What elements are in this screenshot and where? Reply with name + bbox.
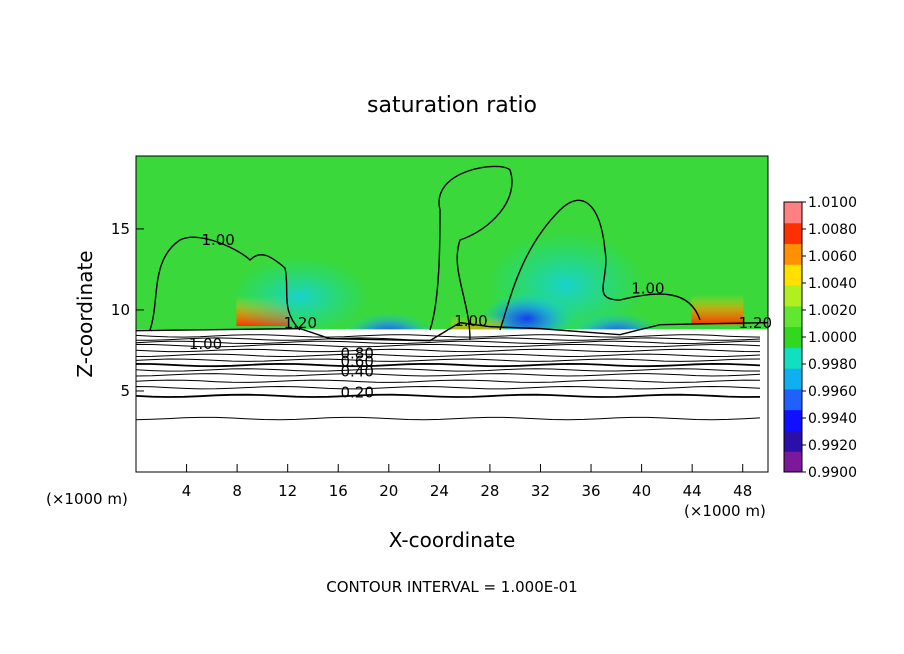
stratified-contour-6 <box>136 358 761 362</box>
contour-label-1: 1.20 <box>284 314 317 332</box>
colorbar-swatch-2 <box>784 409 802 431</box>
x-tick-label-3: 16 <box>329 482 348 500</box>
contour-label-7: 1.00 <box>201 231 234 249</box>
y-tick-label-2: 15 <box>111 220 130 238</box>
contour-1-00 <box>149 165 701 341</box>
stratified-contour-11 <box>136 385 761 390</box>
colorbar-label-6: 0.9980 <box>808 357 857 373</box>
x-tick-label-1: 8 <box>232 482 242 500</box>
x-tick-label-0: 4 <box>182 482 192 500</box>
y-axis-label: Z-coordinate <box>73 250 97 377</box>
stratified-contour-2 <box>136 340 761 345</box>
x-unit-right: (×1000 m) <box>684 502 766 520</box>
x-tick-label-4: 20 <box>379 482 398 500</box>
y-tick-label-0: 5 <box>120 382 130 400</box>
colorbar: 1.0100 1.0080 1.0060 1.0040 1.0020 1.0000 0.99… <box>783 195 857 481</box>
stratified-contour-10 <box>136 379 761 383</box>
moist-layer-boundary-contour <box>136 321 768 342</box>
colorbar-label-7: 0.9960 <box>808 384 857 400</box>
contour-label-9: 1.20 <box>739 314 772 332</box>
colorbar-swatch-5 <box>784 347 802 369</box>
contour-label-5: 0.20 <box>340 383 373 401</box>
stratified-contour-13 <box>136 416 761 421</box>
colorbar-swatch-6 <box>784 326 802 348</box>
colorbar-swatch-12 <box>784 202 802 224</box>
colorbar-swatch-11 <box>784 222 802 245</box>
y-axis-ticks: 5 10 15 <box>111 220 144 400</box>
contour-label-2: 0.80 <box>340 345 373 363</box>
x-tick-label-5: 24 <box>430 482 449 500</box>
stratified-contour-9 <box>136 373 761 377</box>
colorbar-swatch-10 <box>784 243 802 265</box>
colorbar-label-10: 0.9900 <box>808 465 857 481</box>
dry-region <box>136 329 768 472</box>
x-tick-label-11: 48 <box>733 482 752 500</box>
stratified-contour-12 <box>136 393 761 398</box>
stratified-contour-4 <box>136 348 761 353</box>
contour-label-3: 0.60 <box>340 353 373 371</box>
chart-title: saturation ratio <box>367 93 537 118</box>
colorbar-label-8: 0.9940 <box>808 411 857 427</box>
colorbar-label-5: 1.0000 <box>808 330 857 346</box>
contour-label-0: 1.00 <box>189 335 222 353</box>
colorbar-label-1: 1.0080 <box>808 222 857 238</box>
x-tick-label-2: 12 <box>278 482 297 500</box>
colorbar-label-4: 1.0020 <box>808 303 857 319</box>
colorbar-label-3: 1.0040 <box>808 276 857 292</box>
x-axis-ticks: 4 8 12 16 20 24 28 32 36 40 44 48 <box>182 464 752 500</box>
stratified-contour-1 <box>136 337 761 341</box>
stratified-contour-8 <box>136 368 760 372</box>
colorbar-swatch-9 <box>784 264 802 286</box>
colorbar-swatch-4 <box>784 368 802 390</box>
x-tick-label-6: 28 <box>480 482 499 500</box>
x-axis-label: X-coordinate <box>389 528 516 552</box>
plot-frame <box>135 155 769 473</box>
contour-lines <box>136 165 768 421</box>
cyan-region-right <box>485 230 646 341</box>
contour-label-4: 0.40 <box>340 362 373 380</box>
colorbar-swatch-1 <box>784 430 802 452</box>
contour-label-6: 1.00 <box>454 312 487 330</box>
x-tick-label-9: 40 <box>632 482 651 500</box>
cyan-region-left <box>230 256 371 337</box>
colorbar-label-2: 1.0060 <box>808 249 857 265</box>
stratified-contour-5 <box>136 353 761 358</box>
x-tick-label-8: 36 <box>581 482 600 500</box>
field-layer <box>136 156 768 472</box>
colorbar-swatch-3 <box>784 388 802 411</box>
contour-labels: 1.00 1.20 0.800.600.40 0.20 1.00 1.00 1.00 1.20 <box>189 231 772 401</box>
colorbar-label-9: 0.9920 <box>808 438 857 454</box>
contour-label-8: 1.00 <box>631 280 664 298</box>
stratified-contour-3 <box>136 343 761 348</box>
x-unit-left: (×1000 m) <box>46 490 128 508</box>
y-tick-label-1: 10 <box>111 301 130 319</box>
x-tick-label-7: 32 <box>531 482 550 500</box>
stratified-contour-0 <box>136 334 761 338</box>
colorbar-swatch-8 <box>784 285 802 307</box>
contour-interval-footer: CONTOUR INTERVAL = 1.000E-01 <box>326 578 577 596</box>
stratified-contour-7 <box>136 362 761 368</box>
colorbar-label-0: 1.0100 <box>808 195 857 211</box>
colorbar-swatch-0 <box>784 451 802 473</box>
x-tick-label-10: 44 <box>683 482 702 500</box>
colorbar-swatch-7 <box>784 305 802 328</box>
